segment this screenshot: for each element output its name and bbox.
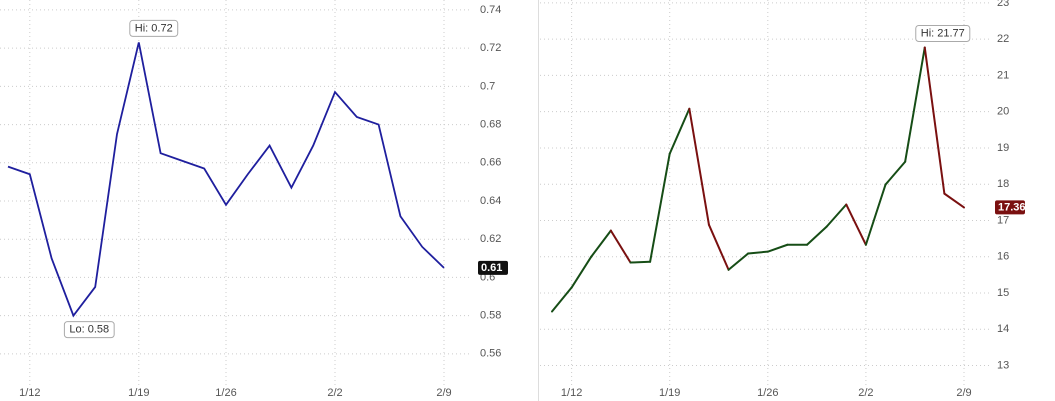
y-tick-label: 22	[997, 33, 1009, 45]
line-segment	[747, 250, 769, 255]
x-tick-label: 1/12	[19, 387, 40, 399]
y-tick-label: 19	[997, 142, 1009, 154]
line-segment	[551, 286, 573, 313]
last-value-badge	[995, 200, 1025, 215]
y-tick-label: 0.68	[480, 118, 501, 130]
x-tick-label: 1/26	[215, 387, 236, 399]
last-value-label: 17.36	[998, 201, 1026, 213]
y-tick-label: 20	[997, 106, 1009, 118]
y-tick-label: 0.66	[480, 157, 501, 169]
y-tick-label: 16	[997, 251, 1009, 263]
line-segment	[904, 46, 926, 163]
line-segment	[649, 152, 671, 263]
line-segment	[845, 203, 867, 246]
line-segment	[609, 229, 632, 264]
last-value-label: 0.61	[481, 262, 502, 274]
line-segment	[825, 203, 848, 228]
y-tick-label: 18	[997, 178, 1009, 190]
y-tick-label: 13	[997, 359, 1009, 371]
price-line	[7, 42, 445, 318]
x-tick-label: 2/9	[436, 387, 451, 399]
y-tick-label: 14	[997, 323, 1009, 335]
callout-text: Hi: 21.77	[921, 27, 965, 39]
callout-text: Hi: 0.72	[135, 22, 173, 34]
y-tick-label: 17	[997, 214, 1009, 226]
y-tick-label: 0.74	[480, 4, 501, 16]
line-segment	[707, 223, 730, 271]
line-segment	[629, 260, 652, 264]
x-tick-label: 2/2	[327, 387, 342, 399]
x-tick-label: 2/9	[956, 387, 971, 399]
y-tick-label: 21	[997, 69, 1009, 81]
line-segment	[864, 183, 887, 246]
line-segment	[943, 192, 965, 209]
line-segment	[590, 229, 612, 258]
y-tick-label: 0.7	[480, 80, 495, 92]
x-tick-label: 1/19	[659, 387, 680, 399]
x-tick-label: 1/19	[128, 387, 149, 399]
y-tick-label: 0.58	[480, 310, 501, 322]
callout-box	[129, 19, 179, 37]
y-tick-label: 15	[997, 287, 1009, 299]
line-segment	[668, 107, 691, 155]
callout-text: Lo: 0.58	[69, 324, 109, 336]
callout-box	[915, 25, 971, 42]
y-tick-label: 0.64	[480, 195, 501, 207]
y-tick-label: 0.72	[480, 42, 501, 54]
y-tick-label: 0.62	[480, 233, 501, 245]
line-segment	[766, 243, 789, 253]
callout-box	[63, 321, 115, 339]
line-segment	[570, 255, 593, 289]
y-tick-label: 23	[997, 0, 1009, 9]
y-tick-label: 0.56	[480, 348, 501, 360]
x-tick-label: 1/12	[561, 387, 582, 399]
line-segment	[688, 107, 710, 226]
last-value-badge	[478, 260, 508, 275]
line-segment	[806, 225, 828, 246]
line-segment	[884, 160, 907, 186]
x-tick-label: 2/2	[858, 387, 873, 399]
line-segment	[923, 46, 946, 195]
x-tick-label: 1/26	[757, 387, 778, 399]
line-segment	[727, 252, 750, 271]
